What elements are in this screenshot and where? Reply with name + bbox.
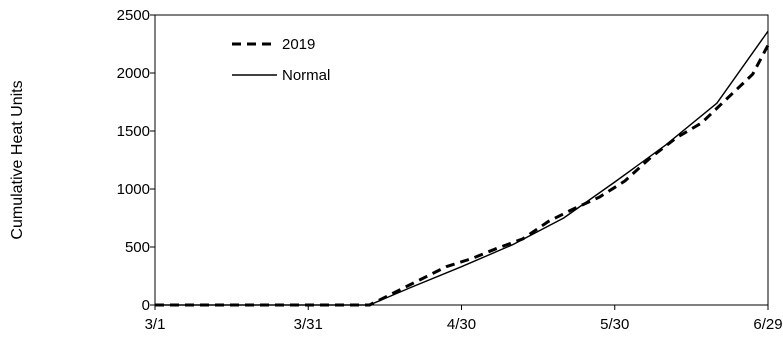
y-axis-title: Cumulative Heat Units xyxy=(9,80,26,239)
x-tick-label: 3/1 xyxy=(145,316,166,333)
series-layer xyxy=(155,30,770,307)
plot-area xyxy=(154,14,769,306)
x-tick-label: 6/29 xyxy=(753,316,782,333)
y-tick-label: 500 xyxy=(125,239,150,256)
y-tick-label: 0 xyxy=(142,297,150,314)
legend-label: Normal xyxy=(282,67,330,84)
legend: 2019 Normal xyxy=(232,36,330,84)
y-tick-label: 2500 xyxy=(117,7,150,24)
series-line-2019 xyxy=(155,44,770,307)
y-tick-label: 2000 xyxy=(117,65,150,82)
y-tick-label: 1000 xyxy=(117,181,150,198)
x-tick-label: 3/31 xyxy=(294,316,323,333)
x-tick-label: 5/30 xyxy=(600,316,629,333)
x-axis: 3/1 3/31 4/30 5/30 6/29 xyxy=(145,305,783,333)
x-tick-label: 4/30 xyxy=(447,316,476,333)
y-axis: 0 500 1000 1500 2000 2500 xyxy=(117,7,155,314)
legend-label: 2019 xyxy=(282,36,315,53)
y-tick-label: 1500 xyxy=(117,123,150,140)
series-line-normal xyxy=(155,30,769,306)
